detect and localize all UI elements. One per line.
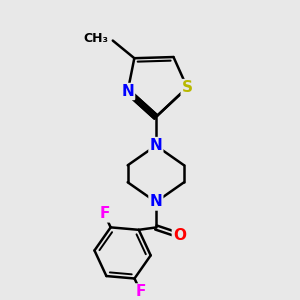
Text: F: F [99, 206, 110, 221]
Text: N: N [149, 194, 162, 209]
Text: N: N [121, 84, 134, 99]
Text: N: N [149, 138, 162, 153]
Text: F: F [136, 284, 146, 299]
Text: S: S [182, 80, 193, 95]
Text: O: O [173, 228, 186, 243]
Text: CH₃: CH₃ [84, 32, 109, 45]
